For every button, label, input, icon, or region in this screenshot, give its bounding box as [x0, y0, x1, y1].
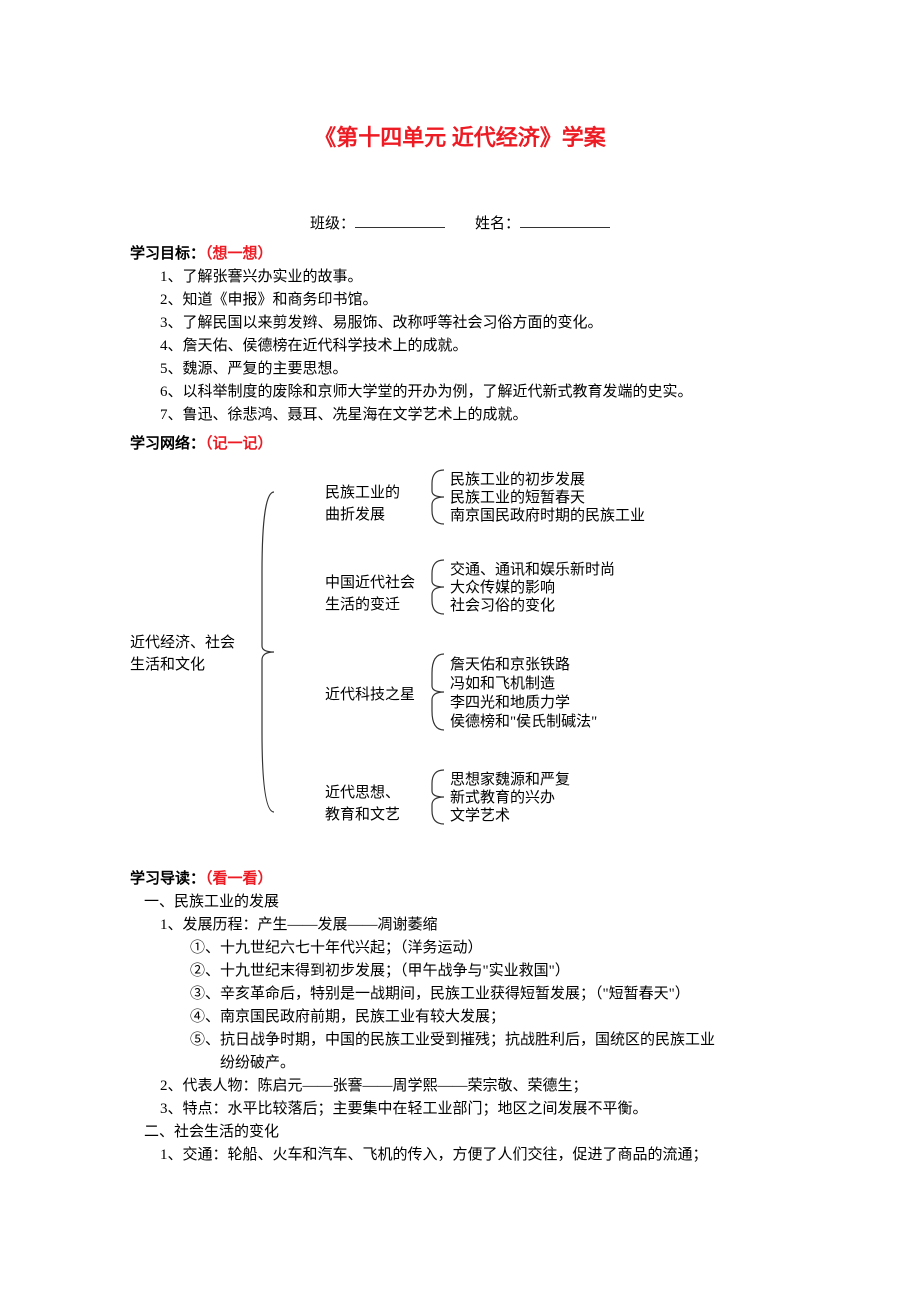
objective-item: 5、魏源、严复的主要思想。: [160, 358, 790, 381]
reading-line: 3、特点：水平比较落后；主要集中在轻工业部门；地区之间发展不平衡。: [130, 1098, 790, 1121]
tree-mid-node: 中国近代社会生活的变迁: [325, 572, 425, 616]
reading-line: 1、交通：轮船、火车和汽车、飞机的传入，方便了人们交往，促进了商品的流通；: [130, 1144, 790, 1167]
objective-item: 7、鲁迅、徐悲鸿、聂耳、冼星海在文学艺术上的成就。: [160, 404, 790, 427]
tree-mid-node: 民族工业的曲折发展: [325, 482, 425, 526]
reading-header: 学习导读：（看一看）: [130, 868, 790, 891]
reading-line: 2、代表人物：陈启元——张謇——周学熙——荣宗敬、荣德生；: [130, 1075, 790, 1098]
objectives-list: 1、了解张謇兴办实业的故事。2、知道《申报》和商务印书馆。3、了解民国以来剪发辫…: [130, 266, 790, 427]
reading-line: 纷纷破产。: [130, 1052, 790, 1075]
tree-leaf: 社会习俗的变化: [450, 595, 555, 617]
reading-line: ⑤、抗日战争时期，中国的民族工业受到摧残；抗战胜利后，国统区的民族工业: [130, 1029, 790, 1052]
reading-block: 一、民族工业的发展1、发展历程：产生——发展——凋谢萎缩①、十九世纪六七十年代兴…: [130, 891, 790, 1167]
reading-line: ③、辛亥革命后，特别是一战期间，民族工业获得短暂发展；（"短暂春天"）: [130, 983, 790, 1006]
objective-item: 1、了解张謇兴办实业的故事。: [160, 266, 790, 289]
document-page: 《第十四单元 近代经济》学案 班级： 姓名： 学习目标：（想一想） 1、了解张謇…: [0, 0, 920, 1302]
objective-item: 2、知道《申报》和商务印书馆。: [160, 289, 790, 312]
tree-leaf: 文学艺术: [450, 805, 510, 827]
name-blank: [520, 213, 610, 228]
network-header-red: （记一记）: [205, 436, 273, 452]
objectives-header: 学习目标：（想一想）: [130, 243, 790, 266]
class-blank: [355, 213, 445, 228]
objectives-header-plain: 学习目标：: [130, 246, 205, 262]
reading-line: ④、南京国民政府前期，民族工业有较大发展；: [130, 1006, 790, 1029]
tree-leaf: 侯德榜和"侯氏制碱法": [450, 711, 597, 733]
objective-item: 3、了解民国以来剪发辫、易服饰、改称呼等社会习俗方面的变化。: [160, 312, 790, 335]
reading-line: ②、十九世纪末得到初步发展；（甲午战争与"实业救国"）: [130, 960, 790, 983]
network-header-plain: 学习网络：: [130, 436, 205, 452]
objective-item: 4、詹天佑、侯德榜在近代科学技术上的成就。: [160, 335, 790, 358]
network-header: 学习网络：（记一记）: [130, 433, 790, 456]
reading-line: ①、十九世纪六七十年代兴起；（洋务运动）: [130, 937, 790, 960]
student-info-line: 班级： 姓名：: [130, 212, 790, 233]
reading-section-title: 一、民族工业的发展: [130, 891, 790, 914]
objectives-header-red: （想一想）: [205, 246, 273, 262]
document-title: 《第十四单元 近代经济》学案: [130, 120, 790, 152]
tree-leaf: 南京国民政府时期的民族工业: [450, 505, 645, 527]
class-label: 班级：: [310, 216, 355, 232]
reading-header-plain: 学习导读：: [130, 871, 205, 887]
objective-item: 6、以科举制度的废除和京师大学堂的开办为例，了解近代新式教育发端的史实。: [160, 381, 790, 404]
tree-mid-node: 近代科技之星: [325, 684, 425, 706]
reading-line: 1、发展历程：产生——发展——凋谢萎缩: [130, 914, 790, 937]
tree-root: 近代经济、社会生活和文化: [130, 632, 260, 676]
reading-section-title: 二、社会生活的变化: [130, 1121, 790, 1144]
name-label: 姓名：: [475, 216, 520, 232]
concept-tree-diagram: 近代经济、社会生活和文化民族工业的曲折发展民族工业的初步发展民族工业的短暂春天南…: [130, 462, 790, 862]
tree-mid-node: 近代思想、教育和文艺: [325, 782, 425, 826]
reading-header-red: （看一看）: [205, 871, 273, 887]
